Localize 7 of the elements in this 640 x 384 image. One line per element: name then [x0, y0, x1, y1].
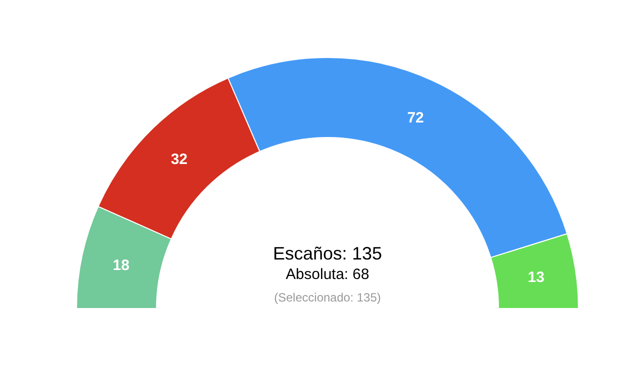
- data-label: 72: [407, 109, 424, 126]
- data-label: 32: [170, 150, 188, 168]
- text: Absoluta: 68: [286, 266, 370, 283]
- data-label: 18: [112, 257, 130, 274]
- text: Escaños: 135: [272, 244, 382, 264]
- data-label: 13: [528, 269, 544, 286]
- text: (Seleccionado: 135): [274, 290, 381, 304]
